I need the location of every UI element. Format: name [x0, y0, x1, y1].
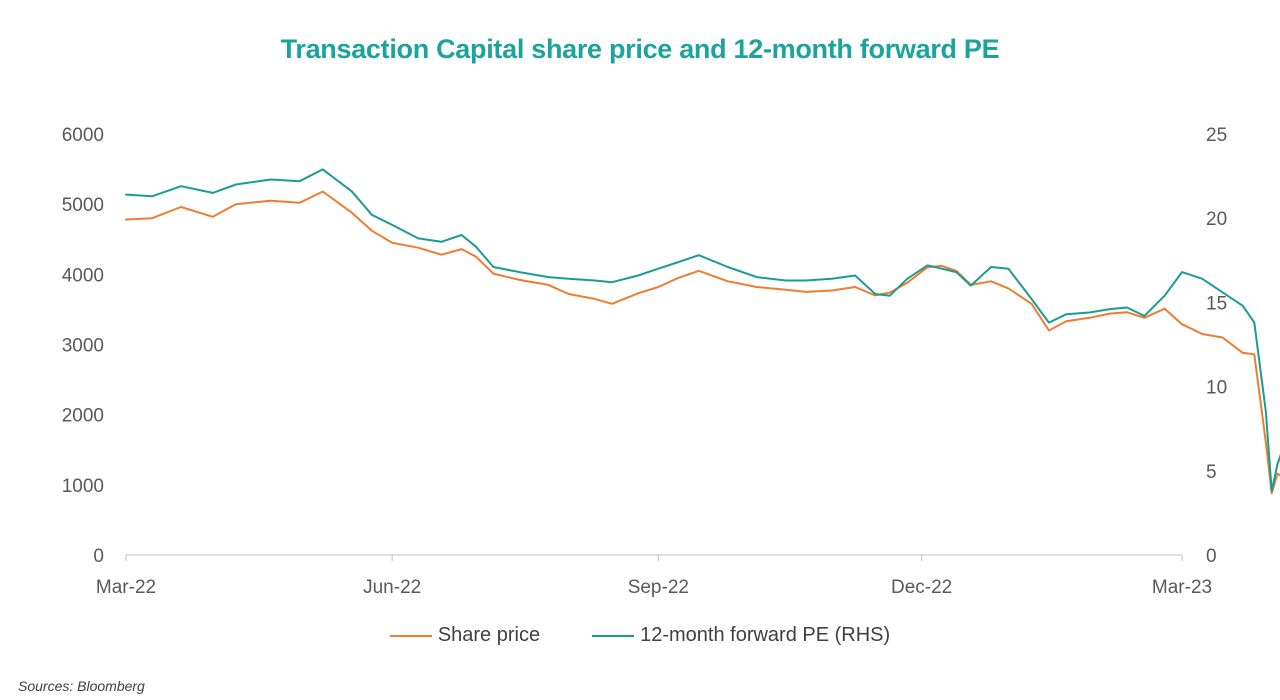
x-tick-label: Jun-22 — [363, 577, 421, 598]
y-right-tick-label: 0 — [1206, 546, 1217, 567]
x-tick-label: Sep-22 — [628, 577, 689, 598]
legend-label-share-price: Share price — [437, 624, 541, 646]
series-line-share-price — [125, 190, 1280, 495]
legend-swatch-forward-pe — [592, 634, 635, 637]
y-right-tick-label: 5 — [1206, 462, 1217, 483]
source-note: Sources: Bloomberg — [18, 678, 145, 694]
y-left-tick-label: 3000 — [62, 336, 104, 357]
y-left-tick-label: 0 — [93, 546, 104, 567]
x-tick-label: Mar-23 — [1152, 577, 1212, 598]
series-line-forward-pe — [125, 168, 1280, 492]
x-tick-label: Mar-22 — [96, 577, 156, 598]
legend-swatch-share-price — [389, 634, 432, 637]
y-left-tick-label: 2000 — [62, 406, 104, 427]
legend-label-forward-pe: 12-month forward PE (RHS) — [640, 624, 891, 646]
y-left-tick-label: 6000 — [62, 125, 104, 146]
y-left-tick-label: 1000 — [62, 476, 104, 497]
x-tick-label: Dec-22 — [891, 577, 952, 598]
y-left-tick-label: 4000 — [62, 265, 104, 286]
chart-title: Transaction Capital share price and 12-m… — [280, 34, 1000, 64]
legend-item-share-price: Share price — [389, 624, 541, 647]
y-left-tick-label: 5000 — [62, 195, 104, 216]
chart-legend: Share price 12-month forward PE (RHS) — [0, 624, 1280, 647]
y-right-tick-label: 20 — [1206, 209, 1227, 230]
y-right-tick-label: 10 — [1206, 378, 1227, 399]
y-right-tick-label: 25 — [1206, 125, 1227, 146]
legend-item-forward-pe: 12-month forward PE (RHS) — [592, 624, 890, 647]
y-right-tick-label: 15 — [1206, 293, 1227, 314]
